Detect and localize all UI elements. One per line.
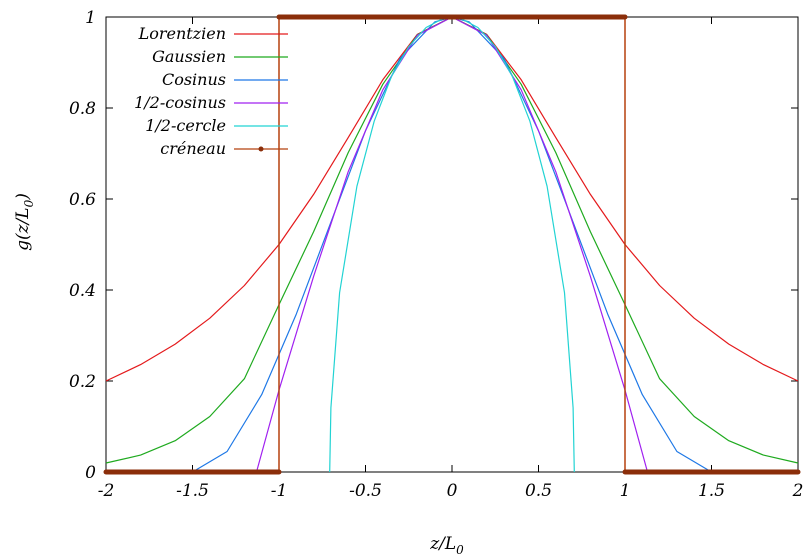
x-tick-label: 2	[792, 481, 804, 501]
y-tick-label: 0.6	[69, 190, 96, 210]
x-axis-label: z/L0	[429, 534, 464, 557]
y-tick-label: 1	[85, 8, 96, 28]
x-tick-label: -1.5	[176, 481, 209, 501]
legend-label: Gaussien	[152, 47, 226, 66]
y-tick-label: 0.4	[69, 281, 96, 301]
legend: Lorentzien Gaussien Cosinus 1/2-cosinus 1/2-…	[134, 24, 288, 158]
legend-label: 1/2-cercle	[145, 116, 226, 135]
series-layer	[103, 14, 801, 475]
legend-label: créneau	[160, 139, 226, 158]
y-tick-labels: 0 0.2 0.4 0.6 0.8 1	[69, 8, 96, 483]
x-tick-label: -0.5	[349, 481, 382, 501]
series-line-cosinus	[192, 16, 712, 473]
x-tick-label: -2	[98, 481, 115, 501]
legend-marker	[258, 146, 264, 152]
x-tick-label: 1.5	[698, 481, 725, 501]
x-tick-label: 0	[447, 481, 458, 501]
y-tick-label: 0.8	[69, 99, 96, 119]
x-tick-label: -1	[271, 481, 288, 501]
y-tick-label: 0	[85, 463, 96, 483]
x-tick-label: 1	[620, 481, 631, 501]
legend-label: Lorentzien	[138, 24, 226, 43]
x-tick-labels: -2 -1.5 -1 -0.5 0 0.5 1 1.5 2	[98, 481, 804, 501]
legend-label: 1/2-cosinus	[134, 93, 226, 112]
legend-label: Cosinus	[162, 70, 226, 89]
y-axis-label: g(z/L0)	[13, 193, 36, 251]
x-tick-label: 0.5	[525, 481, 552, 501]
y-tick-label: 0.2	[69, 372, 96, 392]
series-line-1-2-cosinus	[255, 16, 649, 473]
series-line-1-2-cercle	[329, 16, 575, 473]
